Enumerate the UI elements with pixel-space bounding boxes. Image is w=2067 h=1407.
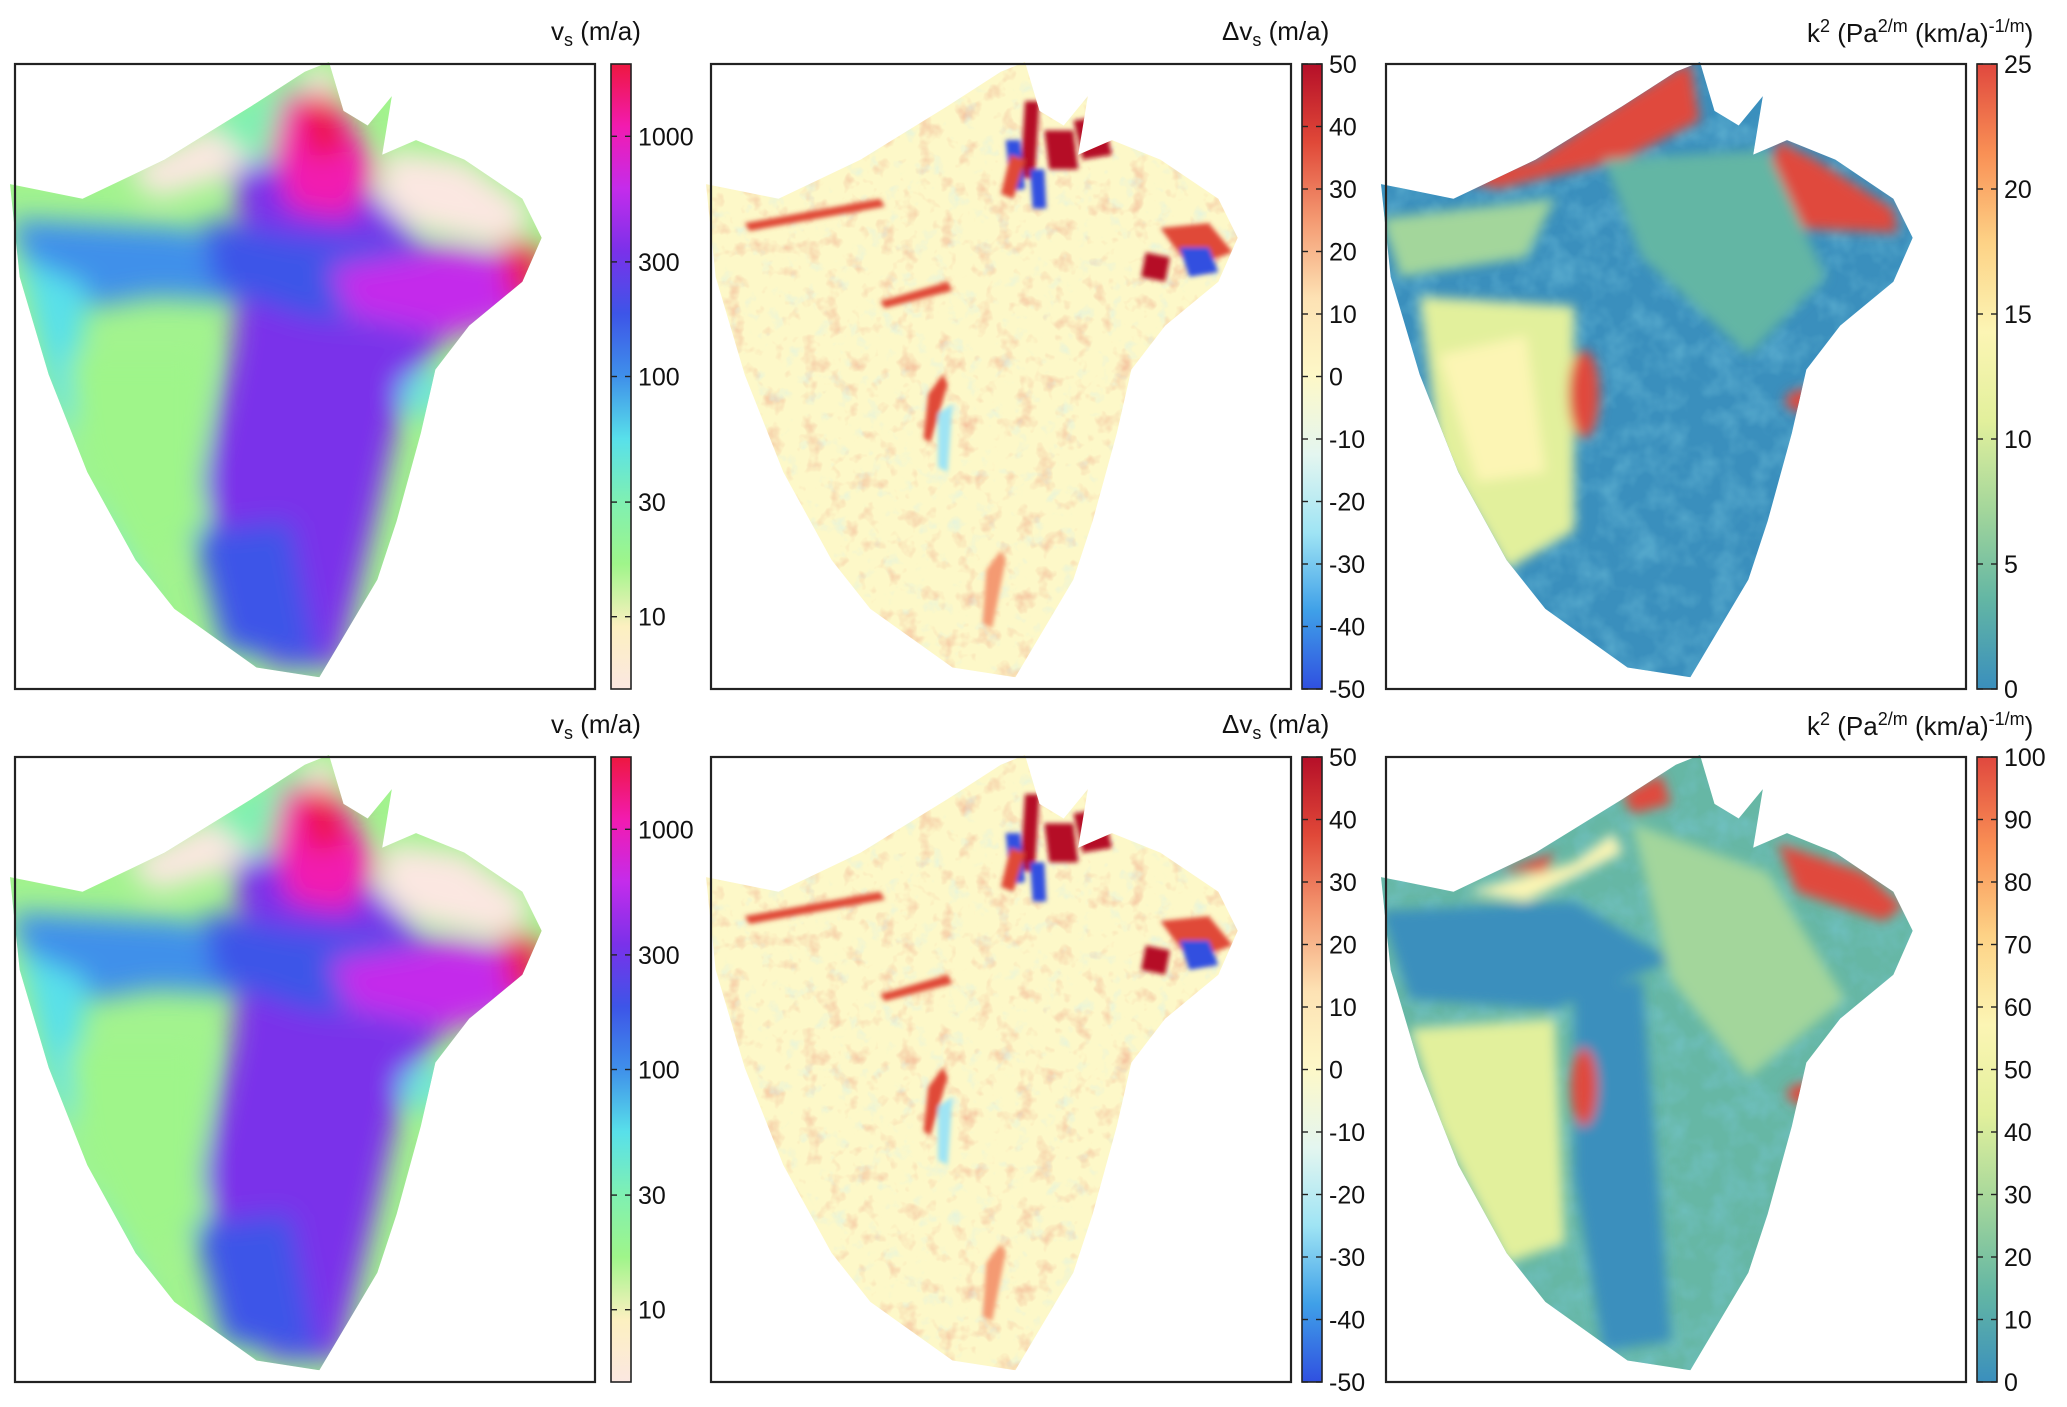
colorbar-tick-label: 10 (1329, 994, 1357, 1022)
axes-frame (13, 755, 597, 1384)
colorbar-title: k2 (Pa2/m (km/a)-1/m) (1807, 709, 2034, 741)
colorbar-tick-label: 80 (2004, 869, 2032, 897)
map-top-middle (706, 62, 1238, 678)
colorbar-tick-label: 10 (638, 604, 666, 632)
panel-bottom-middle: -50 -40 -30 -20 -10 0 10 20 30 40 50 (706, 744, 1365, 1397)
colorbar-title: vs (m/a) (551, 709, 641, 743)
colorbar-tick-label: 30 (1329, 176, 1357, 204)
glacier-field (706, 62, 1238, 678)
colorbar-tick-label: 90 (2004, 807, 2032, 835)
colorbar (1302, 757, 1322, 1382)
glacier-field (10, 755, 542, 1371)
panel-grid: 10301003001000-50-40-30-20-1001020304050… (10, 51, 2046, 1397)
colorbar-tick-label: 10 (2004, 1307, 2032, 1335)
colorbar-tick-label: 50 (1329, 51, 1357, 79)
colorbar (1302, 64, 1322, 689)
colorbar-tick-label: 1000 (638, 816, 694, 844)
colorbar-tick-label: 40 (1329, 114, 1357, 142)
colorbar (1977, 64, 1997, 689)
panel-bottom-left: 10 30 100 300 1000 (10, 755, 694, 1384)
colorbar-tick-label: -10 (1329, 1119, 1365, 1147)
glacier-field (706, 755, 1238, 1371)
colorbar-tick-label: -10 (1329, 426, 1365, 454)
colorbar-tick-label: 100 (638, 364, 680, 392)
colorbar-tick-label: 60 (2004, 994, 2032, 1022)
colorbar-tick-label: -30 (1329, 551, 1365, 579)
colorbar-tick-label: 300 (638, 942, 680, 970)
colorbar-tick-label: 100 (638, 1057, 680, 1085)
colorbar-tick-label: 10 (1329, 301, 1357, 329)
colorbar-tick-label: 1000 (638, 123, 694, 151)
colorbar-tick-label: 50 (1329, 744, 1357, 772)
colorbar-tick-label: 20 (2004, 176, 2032, 204)
axes-frame (709, 62, 1293, 691)
colorbar-tick-label: -30 (1329, 1244, 1365, 1272)
colorbar-tick-label: 30 (638, 489, 666, 517)
axes-frame (1384, 755, 1968, 1384)
map-bottom-middle (706, 755, 1238, 1371)
colorbar-tick-label: 0 (2004, 676, 2018, 704)
colorbar-tick-label: 40 (1329, 807, 1357, 835)
colorbar-tick-label: 50 (2004, 1057, 2032, 1085)
glacier-field (10, 62, 542, 678)
axes-frame (13, 62, 597, 691)
colorbar-tick-label: -50 (1329, 1369, 1365, 1397)
colorbar-tick-label: 70 (2004, 932, 2032, 960)
colorbar-tick-label: 25 (2004, 51, 2032, 79)
colorbar-title: Δvs (m/a) (1222, 16, 1330, 50)
colorbar-tick-label: 15 (2004, 301, 2032, 329)
panel-top-middle: -50 -40 -30 -20 -10 0 10 20 30 40 50 (706, 51, 1365, 704)
panel-bottom-right: 0 10 20 30 40 50 60 70 80 90 100 (1381, 744, 2046, 1397)
colorbar-tick-label: -50 (1329, 676, 1365, 704)
colorbar-tick-label: 0 (1329, 1057, 1343, 1085)
colorbar-tick-label: 20 (1329, 239, 1357, 267)
colorbar-tick-label: -20 (1329, 489, 1365, 517)
colorbar (611, 64, 631, 689)
colorbar-tick-label: 10 (2004, 426, 2032, 454)
colorbar-tick-label: 40 (2004, 1119, 2032, 1147)
colorbar-tick-label: 20 (2004, 1244, 2032, 1272)
map-bottom-right (1381, 755, 1913, 1371)
panel-top-right: 0 5 10 15 20 25 (1381, 51, 2032, 704)
colorbar-tick-label: 0 (2004, 1369, 2018, 1397)
colorbar-title: vs (m/a) (551, 16, 641, 50)
colorbar-tick-label: -20 (1329, 1182, 1365, 1210)
map-top-right (1381, 62, 1913, 678)
axes-frame (1384, 62, 1968, 691)
colorbar-tick-label: 5 (2004, 551, 2018, 579)
glacier-field (1381, 62, 1913, 678)
glacier-field (1381, 755, 1913, 1371)
colorbar (611, 757, 631, 1382)
colorbar (1977, 757, 1997, 1382)
colorbar-title: Δvs (m/a) (1222, 709, 1330, 743)
colorbar-tick-label: 20 (1329, 932, 1357, 960)
panel-top-left: 10 30 100 300 1000 (10, 62, 694, 691)
map-bottom-left (10, 755, 542, 1371)
map-top-left (10, 62, 542, 678)
colorbar-tick-label: -40 (1329, 614, 1365, 642)
colorbar-frame (1976, 63, 1998, 690)
axes-frame (709, 755, 1293, 1384)
colorbar-tick-label: 0 (1329, 364, 1343, 392)
colorbar-tick-label: -40 (1329, 1307, 1365, 1335)
colorbar-tick-label: 30 (638, 1182, 666, 1210)
colorbar-tick-label: 30 (1329, 869, 1357, 897)
colorbar-tick-label: 10 (638, 1297, 666, 1325)
colorbar-tick-label: 100 (2004, 744, 2046, 772)
colorbar-tick-label: 30 (2004, 1182, 2032, 1210)
colorbar-tick-label: 300 (638, 249, 680, 277)
colorbar-title: k2 (Pa2/m (km/a)-1/m) (1807, 16, 2034, 48)
